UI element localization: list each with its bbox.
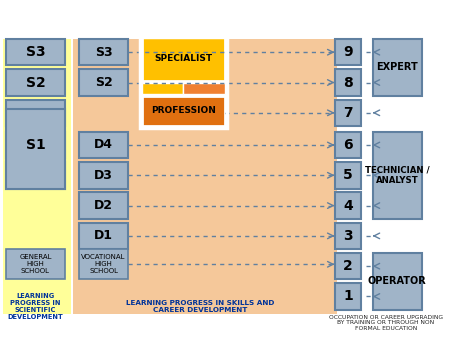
Bar (335, 253, 361, 279)
Bar (79, 132, 128, 158)
Bar (6, 249, 65, 279)
Text: 4: 4 (343, 199, 353, 213)
Bar (373, 253, 422, 310)
Bar (335, 192, 361, 219)
Text: D3: D3 (94, 169, 113, 182)
Bar (138, 37, 228, 128)
Bar (142, 96, 225, 126)
Bar (79, 192, 128, 219)
Text: GENERAL
HIGH
SCHOOL: GENERAL HIGH SCHOOL (19, 254, 52, 274)
Text: S2: S2 (95, 76, 112, 89)
Text: S3: S3 (26, 45, 45, 59)
Text: TECHNICIAN /
ANALYST: TECHNICIAN / ANALYST (365, 166, 429, 185)
Bar (335, 283, 361, 310)
Text: 9: 9 (343, 45, 353, 59)
Bar (6, 132, 65, 158)
Bar (6, 39, 65, 65)
Bar (79, 162, 128, 188)
Text: OPERATOR: OPERATOR (368, 276, 427, 286)
Bar (6, 100, 65, 126)
Text: LEARNING
PROGRESS IN
SCIENTIFIC
DEVELOPMENT: LEARNING PROGRESS IN SCIENTIFIC DEVELOPM… (8, 293, 63, 321)
Text: S1: S1 (26, 138, 46, 152)
Bar (140, 37, 227, 128)
Bar (142, 83, 183, 94)
Bar (335, 69, 361, 96)
Text: 5: 5 (343, 168, 353, 182)
Bar (335, 100, 361, 126)
Text: D2: D2 (94, 199, 113, 212)
Bar (79, 69, 128, 96)
Bar (6, 162, 65, 188)
Text: VOCATIONAL
HIGH
SCHOOL: VOCATIONAL HIGH SCHOOL (81, 254, 126, 274)
Text: 6: 6 (343, 138, 353, 152)
Text: 7: 7 (343, 106, 353, 120)
Bar (79, 39, 128, 65)
Bar (6, 69, 65, 96)
Text: OCCUPATION OR CAREER UPGRADING
BY TRAINING OR THROUGH NON
FORMAL EDUCATION: OCCUPATION OR CAREER UPGRADING BY TRAINI… (329, 315, 443, 331)
Text: LEARNING PROGRESS IN SKILLS AND
CAREER DEVELOPMENT: LEARNING PROGRESS IN SKILLS AND CAREER D… (126, 300, 274, 313)
Text: SPECIALIST: SPECIALIST (154, 55, 212, 63)
Text: S3: S3 (95, 46, 112, 59)
Text: 1: 1 (343, 290, 353, 304)
Text: S2: S2 (26, 75, 46, 90)
Text: D4: D4 (94, 139, 113, 152)
Bar (183, 83, 225, 94)
Bar (142, 37, 225, 81)
Bar (335, 39, 361, 65)
Text: 3: 3 (343, 229, 353, 243)
Bar (6, 109, 65, 188)
Text: D1: D1 (94, 229, 113, 242)
Bar (373, 132, 422, 219)
Bar (3, 39, 71, 313)
Text: PROFESSION: PROFESSION (151, 106, 216, 116)
Bar (335, 132, 361, 158)
Text: 2: 2 (343, 259, 353, 273)
Bar (79, 223, 128, 249)
Bar (74, 39, 336, 313)
Bar (373, 39, 422, 96)
Text: EXPERT: EXPERT (376, 62, 418, 72)
Text: 8: 8 (343, 75, 353, 90)
Bar (335, 162, 361, 188)
Bar (335, 223, 361, 249)
Bar (79, 249, 128, 279)
